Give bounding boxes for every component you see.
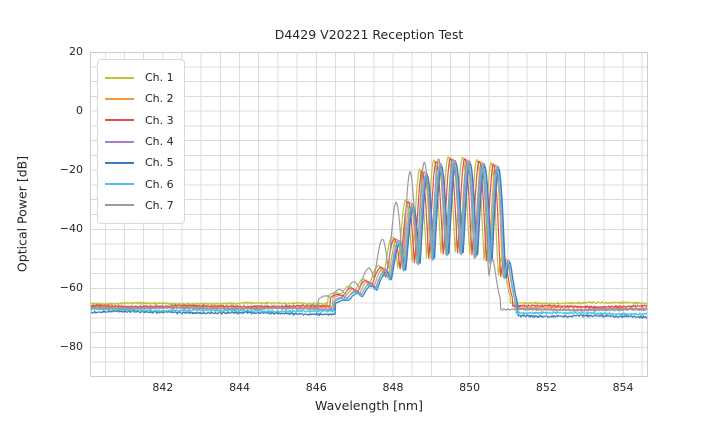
legend-label: Ch. 2 bbox=[145, 92, 174, 106]
legend-item: Ch. 1 bbox=[105, 67, 174, 88]
y-tick-label: 0 bbox=[76, 104, 83, 118]
legend-label: Ch. 6 bbox=[145, 177, 174, 191]
legend-label: Ch. 3 bbox=[145, 113, 174, 127]
legend-label: Ch. 1 bbox=[145, 71, 174, 85]
legend-line-swatch bbox=[105, 204, 134, 207]
x-tick-label: 844 bbox=[229, 381, 251, 394]
legend-item: Ch. 3 bbox=[105, 110, 174, 131]
series-line-ch6 bbox=[90, 161, 648, 316]
chart-title: D4429 V20221 Reception Test bbox=[274, 27, 464, 42]
y-tick-label: −40 bbox=[59, 222, 83, 236]
x-tick-label: 848 bbox=[382, 381, 404, 394]
legend-line-swatch bbox=[105, 76, 134, 79]
legend-line-swatch bbox=[105, 97, 134, 100]
x-tick-label: 842 bbox=[152, 381, 174, 394]
series-line-ch5 bbox=[90, 162, 648, 319]
series-line-ch7 bbox=[90, 158, 648, 313]
x-tick-label: 854 bbox=[612, 381, 634, 394]
y-axis-label: Optical Power [dB] bbox=[14, 155, 30, 273]
legend-line-swatch bbox=[105, 161, 134, 164]
legend-line-swatch bbox=[105, 183, 134, 186]
legend-label: Ch. 4 bbox=[145, 135, 174, 149]
legend-item: Ch. 6 bbox=[105, 173, 174, 194]
legend-line-swatch bbox=[105, 119, 134, 122]
plot-area bbox=[90, 52, 648, 377]
legend-line-swatch bbox=[105, 140, 134, 143]
legend-item: Ch. 5 bbox=[105, 152, 174, 173]
legend-item: Ch. 7 bbox=[105, 195, 174, 216]
x-axis-label: Wavelength [nm] bbox=[315, 398, 423, 413]
y-tick-label: 20 bbox=[69, 45, 83, 58]
legend: Ch. 1 Ch. 2 Ch. 3 Ch. 4 Ch. 5 Ch. 6 Ch. 7 bbox=[97, 59, 185, 225]
legend-item: Ch. 2 bbox=[105, 88, 174, 109]
x-tick-label: 850 bbox=[459, 381, 481, 394]
x-tick-label: 846 bbox=[305, 381, 327, 394]
legend-label: Ch. 7 bbox=[145, 198, 174, 212]
y-tick-label: −60 bbox=[59, 281, 83, 295]
legend-label: Ch. 5 bbox=[145, 156, 174, 170]
x-tick-label: 852 bbox=[535, 381, 557, 394]
y-tick-label: −80 bbox=[59, 340, 83, 354]
legend-item: Ch. 4 bbox=[105, 131, 174, 152]
y-tick-label: −20 bbox=[59, 163, 83, 177]
